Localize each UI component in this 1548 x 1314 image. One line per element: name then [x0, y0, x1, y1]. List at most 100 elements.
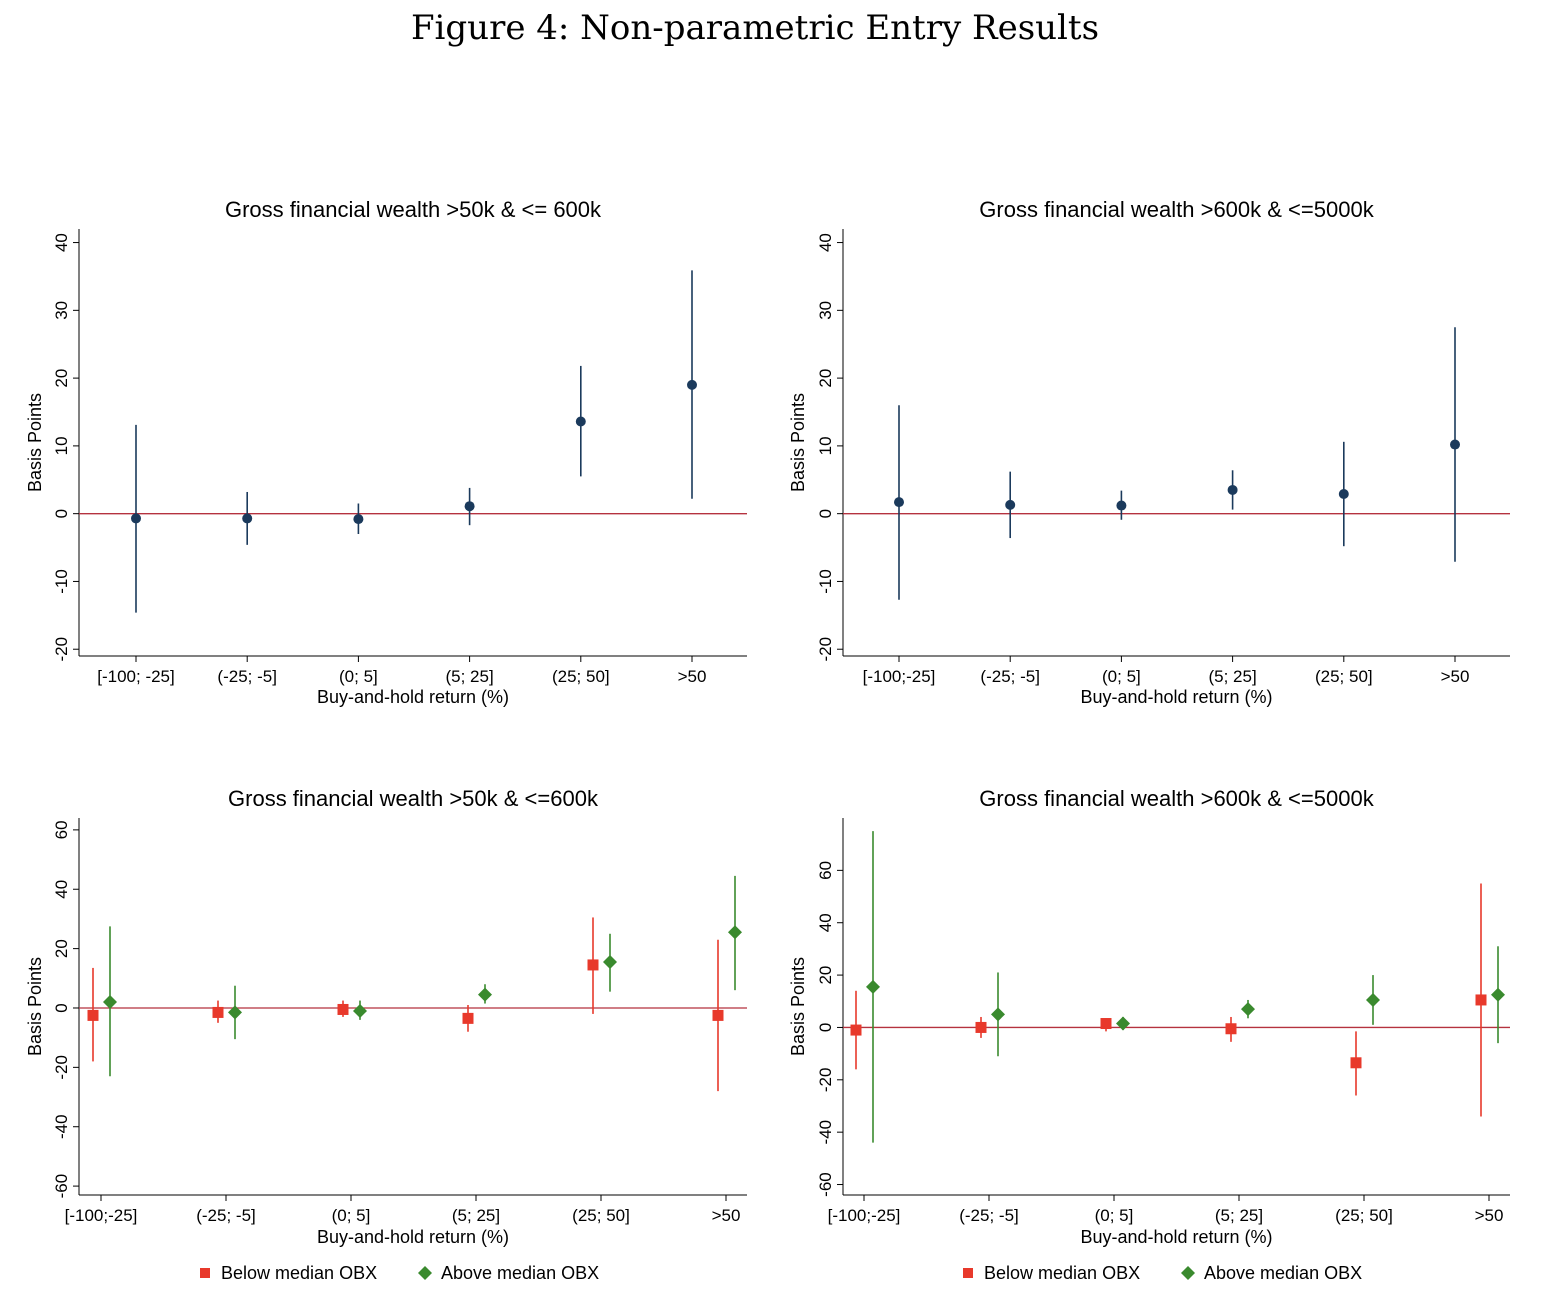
y-tick-label: -20 — [816, 1068, 835, 1093]
point-estimate-above — [478, 987, 492, 1002]
x-tick-label: (0; 5] — [1102, 667, 1141, 686]
y-tick-label: 0 — [816, 509, 835, 518]
x-tick-label: >50 — [678, 667, 707, 686]
x-tick-label: (-25; -5] — [217, 667, 277, 686]
x-axis-title: Buy-and-hold return (%) — [317, 687, 509, 707]
x-tick-label: (0; 5] — [1095, 1206, 1134, 1225]
y-tick-label: 60 — [52, 820, 71, 839]
y-tick-label: 0 — [816, 1023, 835, 1032]
panel-top-left: Gross financial wealth >50k & <= 600k -20… — [25, 197, 747, 707]
point-estimate-above — [1366, 992, 1380, 1007]
x-tick-label: (25; 50] — [1315, 667, 1373, 686]
y-tick-label: 30 — [816, 301, 835, 320]
point-estimate — [1227, 484, 1238, 495]
y-tick-label: 30 — [52, 301, 71, 320]
panel-title: Gross financial wealth >50k & <=600k — [228, 786, 599, 811]
x-tick-label: (-25; -5] — [980, 667, 1040, 686]
x-axis-title: Buy-and-hold return (%) — [317, 1227, 509, 1247]
y-tick-label: 10 — [52, 436, 71, 455]
point-estimate — [575, 416, 586, 427]
y-tick-label: -40 — [816, 1120, 835, 1145]
point-estimate — [1005, 499, 1016, 510]
point-estimate-above — [728, 925, 742, 940]
point-estimate-below — [587, 959, 599, 971]
x-axis-title: Buy-and-hold return (%) — [1080, 1227, 1272, 1247]
point-estimate-above — [866, 979, 880, 994]
point-estimate-below — [337, 1003, 349, 1015]
x-tick-label: >50 — [712, 1206, 741, 1225]
y-tick-label: 40 — [816, 233, 835, 252]
panel-bottom-left: Gross financial wealth >50k & <=600k -60 -… — [25, 786, 747, 1283]
legend-label: Above median OBX — [1204, 1263, 1362, 1283]
point-estimate — [464, 501, 475, 512]
x-tick-label: >50 — [1441, 667, 1470, 686]
point-estimate-below — [975, 1021, 987, 1033]
x-tick-label: >50 — [1475, 1206, 1504, 1225]
figure-title: Figure 4: Non-parametric Entry Results — [410, 8, 1100, 48]
x-tick-label: (0; 5] — [339, 667, 378, 686]
point-estimate-below — [850, 1024, 862, 1036]
x-tick-label: (5; 25] — [445, 667, 493, 686]
point-estimate-below — [1100, 1018, 1112, 1030]
y-tick-label: 20 — [816, 966, 835, 985]
x-tick-label: (25; 50] — [1335, 1206, 1393, 1225]
y-tick-label: -40 — [52, 1114, 71, 1139]
y-tick-label: 40 — [52, 880, 71, 899]
panel-top-right: Gross financial wealth >600k & <=5000k -2… — [788, 197, 1510, 707]
y-tick-label: -10 — [52, 569, 71, 594]
y-tick-label: -20 — [816, 637, 835, 662]
x-tick-label: [-100;-25] — [65, 1206, 138, 1225]
x-tick-label: (5; 25] — [1215, 1206, 1263, 1225]
x-axis-title: Buy-and-hold return (%) — [1080, 687, 1272, 707]
panel-title: Gross financial wealth >600k & <=5000k — [979, 786, 1374, 811]
y-axis-title: Basis Points — [788, 957, 808, 1056]
legend-label: Below median OBX — [984, 1263, 1140, 1283]
point-estimate-below — [712, 1009, 724, 1021]
point-estimate-below — [1475, 994, 1487, 1006]
point-estimate-above — [103, 995, 117, 1010]
y-tick-label: 20 — [52, 369, 71, 388]
y-tick-label: 20 — [816, 369, 835, 388]
point-estimate — [131, 513, 141, 524]
y-tick-label: 40 — [52, 233, 71, 252]
point-estimate-above — [603, 954, 617, 969]
x-tick-label: (5; 25] — [1208, 667, 1256, 686]
point-estimate — [894, 497, 904, 508]
point-estimate-above — [1491, 987, 1505, 1002]
legend-label: Above median OBX — [441, 1263, 599, 1283]
panel-bottom-right: Gross financial wealth >600k & <=5000k -6… — [788, 786, 1510, 1283]
x-tick-label: (25; 50] — [552, 667, 610, 686]
panel-title: Gross financial wealth >600k & <=5000k — [979, 197, 1374, 222]
x-tick-label: [-100; -25] — [97, 667, 175, 686]
y-axis-title: Basis Points — [25, 393, 45, 492]
x-tick-label: (-25; -5] — [959, 1206, 1019, 1225]
legend-marker-below — [200, 1268, 210, 1278]
y-axis-title: Basis Points — [25, 957, 45, 1056]
point-estimate-below — [87, 1009, 99, 1021]
y-tick-label: -20 — [52, 1055, 71, 1080]
y-tick-label: -20 — [52, 637, 71, 662]
point-estimate — [353, 514, 364, 525]
x-tick-label: (5; 25] — [452, 1206, 500, 1225]
point-estimate — [242, 513, 253, 524]
y-tick-label: -60 — [52, 1174, 71, 1199]
point-estimate-above — [353, 1003, 367, 1018]
x-tick-label: (-25; -5] — [196, 1206, 256, 1225]
point-estimate — [1116, 500, 1127, 511]
point-estimate-above — [1116, 1016, 1130, 1031]
x-tick-label: [-100;-25] — [863, 667, 936, 686]
x-tick-label: [-100;-25] — [828, 1206, 901, 1225]
point-estimate — [1338, 489, 1349, 500]
point-estimate — [1450, 439, 1460, 450]
legend-marker-below — [963, 1268, 973, 1278]
legend-marker-above — [418, 1266, 432, 1280]
y-tick-label: -10 — [816, 569, 835, 594]
point-estimate-below — [1225, 1023, 1237, 1035]
legend-label: Below median OBX — [221, 1263, 377, 1283]
y-tick-label: -60 — [816, 1172, 835, 1197]
y-tick-label: 60 — [816, 861, 835, 880]
y-tick-label: 40 — [816, 913, 835, 932]
point-estimate-below — [212, 1006, 224, 1018]
y-axis-title: Basis Points — [788, 393, 808, 492]
